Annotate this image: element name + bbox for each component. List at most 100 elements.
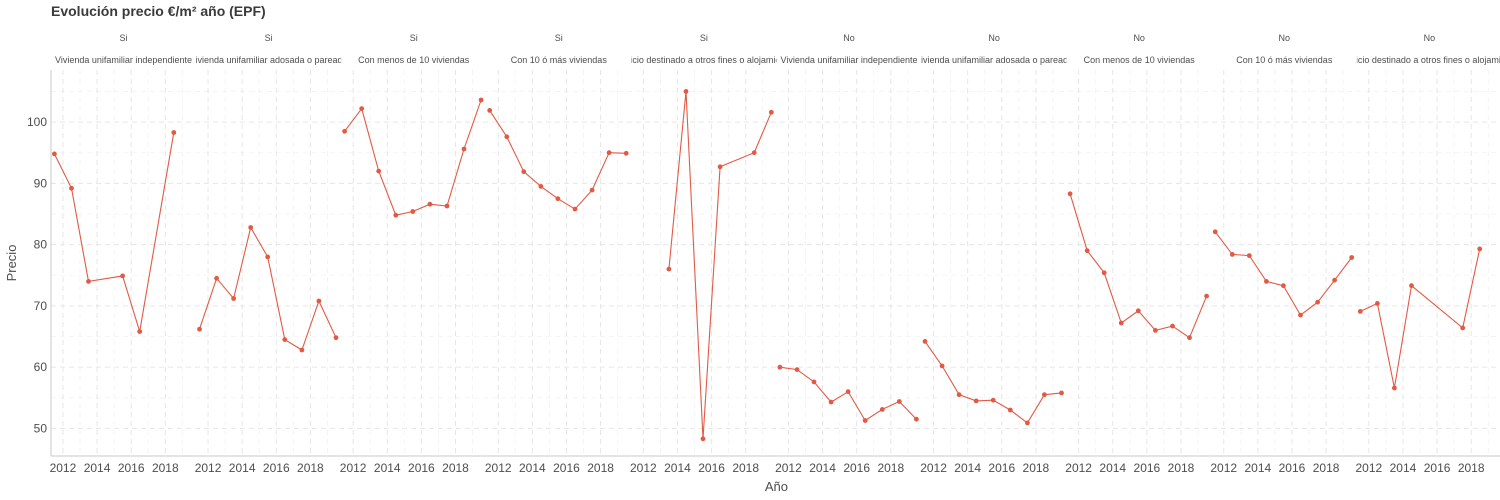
data-point	[214, 275, 220, 281]
x-tick-label: 2012	[1355, 461, 1382, 475]
data-point	[1204, 293, 1209, 299]
data-point	[717, 164, 723, 170]
data-point	[248, 225, 254, 230]
facet-category-label: Con 10 ó más viviendas	[511, 55, 608, 65]
data-point	[333, 335, 339, 341]
x-tick-label: 2018	[152, 461, 179, 475]
data-point	[376, 168, 382, 174]
x-tick-label: 2012	[340, 461, 367, 475]
chart-title: Evolución precio €/m² año (EPF)	[51, 3, 266, 19]
data-point	[86, 279, 91, 284]
x-tick-label: 2016	[1424, 461, 1451, 475]
x-tick-label: 2016	[988, 461, 1015, 475]
x-tick-label: 2018	[732, 461, 759, 475]
y-tick-label: 100	[27, 115, 47, 129]
data-point	[811, 379, 817, 385]
facet-panel: 2012 2014 2016 2018 Si Con 10 ó más viviendas	[485, 33, 632, 475]
facet-panel: 2012 2014 2016 2018 Si Edificio destinado a o…	[615, 33, 793, 475]
data-point	[1187, 335, 1192, 341]
x-tick-label: 2014	[664, 461, 691, 475]
data-point	[410, 209, 416, 214]
data-point	[555, 196, 561, 202]
data-point	[504, 134, 510, 140]
facet-panel: 2012 2014 2016 2018 No Con menos de 10 vivien…	[1065, 33, 1212, 475]
data-point	[845, 389, 851, 395]
data-point	[265, 254, 271, 260]
data-point	[231, 296, 237, 301]
data-point	[1460, 325, 1466, 331]
x-tick-label: 2014	[954, 461, 981, 475]
facet-category-label: Con 10 ó más viviendas	[1236, 55, 1333, 65]
facet-group-label: No	[1424, 33, 1436, 43]
x-tick-label: 2018	[1023, 461, 1050, 475]
x-tick-label: 2014	[229, 461, 256, 475]
data-point	[1101, 270, 1107, 276]
data-point	[683, 89, 689, 94]
data-point	[1315, 299, 1320, 305]
x-tick-label: 2014	[809, 461, 836, 475]
data-point	[1375, 301, 1380, 306]
y-tick-label: 70	[34, 299, 48, 313]
series-line	[668, 91, 772, 439]
x-tick-label: 2016	[698, 461, 725, 475]
data-point	[359, 106, 365, 111]
data-point	[1349, 255, 1355, 260]
facet-panel: 2012 2014 2016 2018 Si Vivienda unifamiliar a…	[195, 33, 342, 475]
series-line	[1360, 248, 1481, 389]
x-tick-label: 2016	[553, 461, 580, 475]
facet-strip: Si Vivienda unifamiliar independiente	[55, 33, 192, 65]
data-point	[828, 399, 834, 405]
x-tick-label: 2012	[1065, 461, 1092, 475]
data-point	[879, 407, 885, 412]
data-point	[794, 367, 800, 372]
data-point	[589, 187, 595, 193]
series-line	[344, 99, 482, 216]
facet-category-label: Vivienda unifamiliar adosada o pareada	[915, 55, 1073, 65]
data-point	[1067, 191, 1073, 197]
facet-group-label: Si	[555, 33, 563, 43]
data-point	[606, 150, 612, 156]
x-tick-label: 2012	[775, 461, 802, 475]
x-tick-label: 2016	[1279, 461, 1306, 475]
data-point	[914, 416, 919, 422]
data-point	[1264, 279, 1269, 284]
data-point	[700, 436, 706, 442]
data-point	[1212, 229, 1218, 235]
x-tick-label: 2016	[843, 461, 870, 475]
series-line	[924, 341, 1062, 424]
facet-panel: 2012 2014 2016 2018 No Vivienda unifamiliar i…	[775, 33, 922, 475]
x-tick-label: 2014	[84, 461, 111, 475]
data-point	[1084, 248, 1090, 254]
data-point	[461, 146, 467, 152]
x-tick-label: 2014	[1245, 461, 1272, 475]
data-point	[973, 398, 979, 404]
data-point	[1007, 407, 1013, 413]
facet-strip: No Con 10 ó más viviendas	[1236, 33, 1333, 65]
x-tick-label: 2012	[195, 461, 222, 475]
data-point	[896, 399, 902, 404]
facet-category-label: Vivienda unifamiliar independiente	[55, 55, 192, 65]
x-tick-label: 2018	[1168, 461, 1195, 475]
facet-category-label: Edificio destinado a otros fines o aloja…	[615, 55, 793, 65]
x-tick-label: 2018	[587, 461, 614, 475]
facet-category-label: Con menos de 10 viviendas	[1084, 55, 1196, 65]
facet-panel: 2012 2014 2016 2018 Si Vivienda unifamiliar i…	[50, 33, 196, 475]
facet-strip: No Vivienda unifamiliar independiente	[781, 33, 918, 65]
x-tick-label: 2014	[1390, 461, 1417, 475]
data-point	[52, 151, 57, 157]
data-point	[1170, 323, 1175, 329]
series-line	[489, 110, 627, 210]
data-point	[623, 150, 629, 156]
data-point	[1409, 283, 1414, 289]
x-tick-label: 2012	[1210, 461, 1237, 475]
data-point	[538, 184, 544, 189]
x-tick-label: 2018	[442, 461, 469, 475]
data-point	[393, 212, 399, 218]
series-line	[198, 226, 337, 351]
facet-group-label: No	[843, 33, 855, 43]
facet-strip: No Con menos de 10 viviendas	[1084, 33, 1196, 65]
x-tick-label: 2016	[263, 461, 290, 475]
facet-panel: 2012 2014 2016 2018 No Con 10 ó más viviendas	[1210, 33, 1357, 475]
data-point	[69, 185, 74, 191]
data-point	[282, 337, 288, 342]
